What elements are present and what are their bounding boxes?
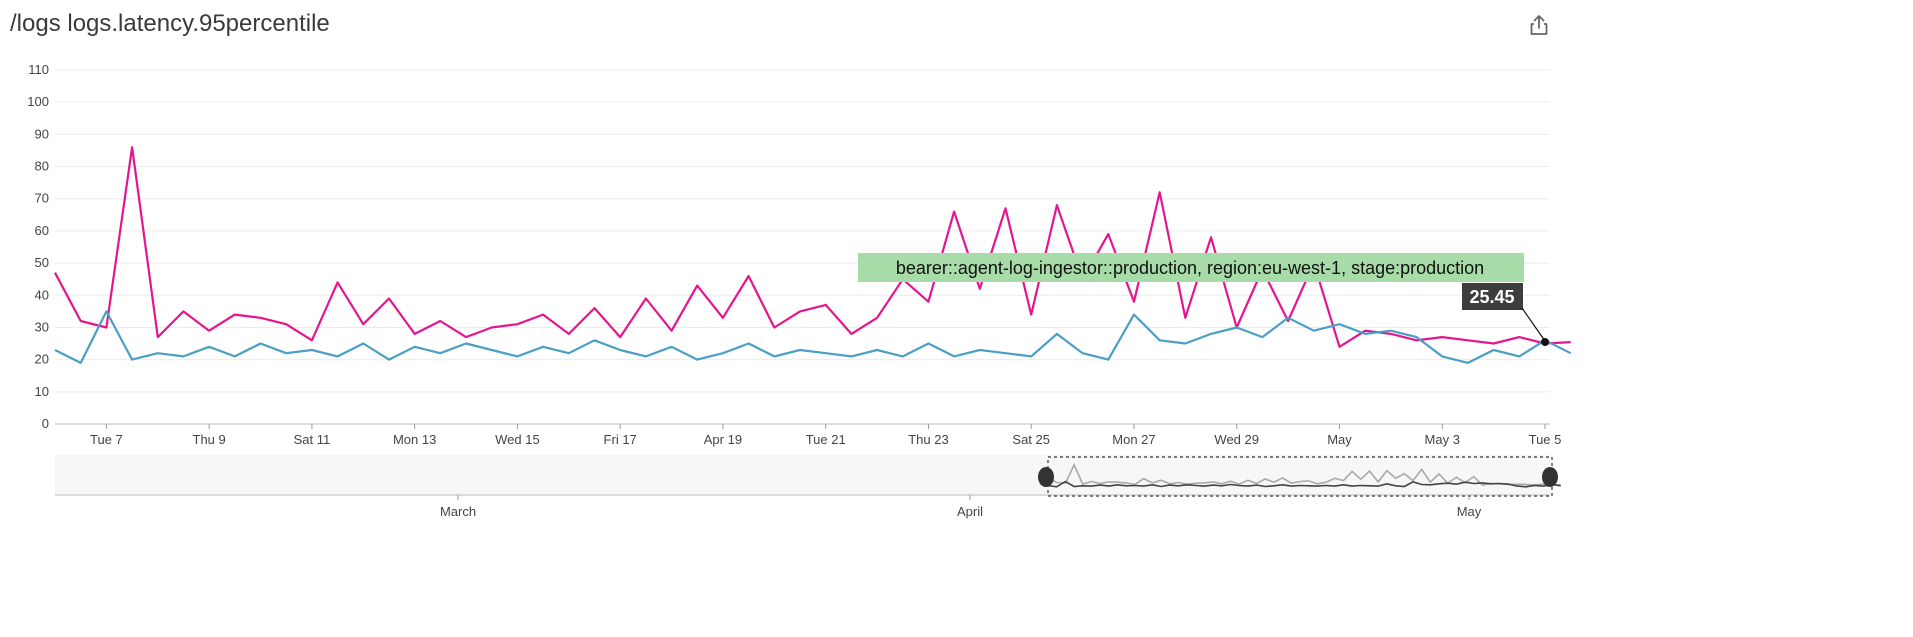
x-tick-label: Thu 9 (193, 432, 226, 447)
y-axis: 0 10 20 30 40 50 60 70 80 90 100 110 (27, 62, 49, 431)
x-tick-label: Fri 17 (604, 432, 637, 447)
y-tick-label: 50 (35, 255, 49, 270)
y-tick-label: 0 (42, 416, 49, 431)
y-tick-label: 90 (35, 126, 49, 141)
y-tick-label: 80 (35, 159, 49, 174)
x-tick-label: Wed 15 (495, 432, 540, 447)
y-tick-label: 10 (35, 384, 49, 399)
overview-background (55, 455, 1550, 495)
overview-tick-label: March (440, 504, 476, 519)
tooltip-value: 25.45 (1469, 287, 1514, 307)
x-tick-label: May 3 (1425, 432, 1460, 447)
y-tick-label: 20 (35, 352, 49, 367)
tooltip-label-box (858, 253, 1524, 282)
x-tick-label: Mon 27 (1112, 432, 1155, 447)
tooltip-label: bearer::agent-log-ingestor::production, … (896, 258, 1484, 278)
y-tick-label: 60 (35, 223, 49, 238)
overview[interactable]: March April May (55, 455, 1561, 519)
tooltip-point (1541, 338, 1549, 346)
x-tick-label: Mon 13 (393, 432, 436, 447)
x-tick-label: Thu 23 (908, 432, 948, 447)
tooltip: bearer::agent-log-ingestor::production, … (858, 253, 1549, 346)
overview-tick-label: May (1457, 504, 1482, 519)
overview-handle-left[interactable] (1038, 467, 1054, 487)
x-tick-label: Sat 25 (1012, 432, 1050, 447)
series-line-2 (54, 310, 1572, 364)
x-tick-label: Apr 19 (704, 432, 742, 447)
overview-line-2 (1047, 480, 1561, 488)
overview-handle-right[interactable] (1542, 467, 1558, 487)
x-tick-label: Sat 11 (294, 432, 331, 447)
x-tick-label: May (1327, 432, 1352, 447)
tooltip-pointer (1521, 307, 1546, 342)
chart-grid (55, 69, 1550, 425)
page-title: /logs logs.latency.95percentile (10, 10, 330, 37)
y-tick-label: 30 (35, 319, 49, 334)
y-tick-label: 40 (35, 287, 49, 302)
x-tick-label: Tue 21 (806, 432, 846, 447)
x-tick-label: Wed 29 (1214, 432, 1259, 447)
y-tick-label: 70 (35, 191, 49, 206)
x-axis: Tue 7 Thu 9 Sat 11 Mon 13 Wed 15 Fri 17 Apr 19… (90, 424, 1561, 447)
overview-line-1 (1047, 462, 1561, 486)
share-icon[interactable] (1526, 12, 1552, 38)
x-tick-label: Tue 7 (90, 432, 123, 447)
overview-lines (1047, 462, 1561, 488)
tooltip-value-box (1462, 283, 1523, 310)
overview-tick-label: April (957, 504, 983, 519)
x-tick-label: Tue 5 (1529, 432, 1562, 447)
overview-axis: March April May (440, 495, 1482, 519)
y-tick-label: 110 (28, 62, 49, 77)
y-tick-label: 100 (27, 94, 49, 109)
series-line-1 (54, 146, 1571, 348)
